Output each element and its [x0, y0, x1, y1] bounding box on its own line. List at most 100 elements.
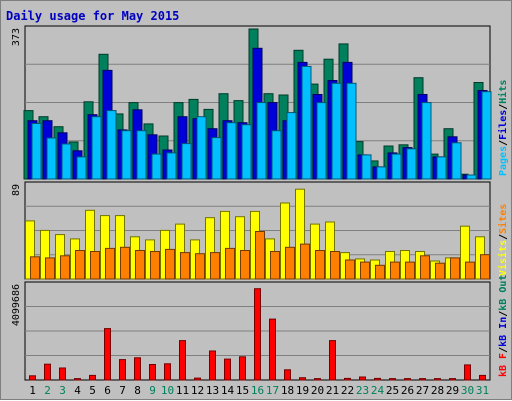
bar-hits-files-pages-s2-day-11: [181, 143, 192, 180]
bar-visits-sites-s1-day-7: [120, 246, 130, 280]
bar-hits-files-pages-s2-day-7: [121, 130, 132, 180]
bar-visits-sites-s1-day-3: [60, 255, 70, 280]
bar-kbf-kbin-kbout-s0-day-10: [164, 363, 171, 381]
bar-kbf-kbin-kbout-s0-day-24: [374, 377, 381, 381]
x-tick-day-7: 7: [119, 384, 126, 397]
legend-entry-hits-files-pages-0: Pages: [498, 146, 509, 176]
bar-visits-sites-s1-day-13: [210, 252, 220, 280]
x-tick-day-24: 24: [371, 384, 385, 397]
bar-hits-files-pages-s2-day-14: [226, 122, 237, 180]
x-tick-day-25: 25: [386, 384, 399, 397]
x-tick-day-1: 1: [29, 384, 36, 397]
x-tick-day-6: 6: [104, 384, 111, 397]
legend-entry-kbf-kbin-kbout-0: kB F: [498, 353, 509, 377]
bar-visits-sites-s1-day-27: [420, 255, 430, 280]
bar-kbf-kbin-kbout-s0-day-30: [464, 364, 471, 381]
legend-entry-hits-files-pages-1: /: [498, 140, 509, 146]
x-tick-day-16: 16: [251, 384, 264, 397]
bar-kbf-kbin-kbout-s0-day-7: [119, 359, 126, 381]
x-tick-day-4: 4: [74, 384, 81, 397]
bar-hits-files-pages-s2-day-6: [106, 110, 117, 180]
bar-hits-files-pages-s2-day-8: [136, 130, 147, 180]
bar-kbf-kbin-kbout-s0-day-21: [329, 340, 336, 381]
bar-kbf-kbin-kbout-s0-day-1: [29, 375, 36, 381]
legend-entry-hits-files-pages-3: /: [498, 104, 509, 110]
bar-kbf-kbin-kbout-s0-day-8: [134, 357, 141, 381]
bar-hits-files-pages-s2-day-13: [211, 137, 222, 180]
bar-hits-files-pages-s2-day-9: [151, 153, 162, 180]
bar-hits-files-pages-s2-day-31: [481, 91, 492, 180]
x-tick-day-30: 30: [461, 384, 474, 397]
bar-kbf-kbin-kbout-s0-day-25: [389, 378, 396, 381]
legend-entry-visits-sites-1: /: [498, 234, 509, 240]
legend-entry-kbf-kbin-kbout-4: kB Out: [498, 275, 509, 311]
x-axis-day-labels: 1 2 3 4 5 6 7 8 9 10 11 12 13 14 15 16 17 18 19 20 21 22 23 24 2…: [29, 384, 489, 397]
bar-kbf-kbin-kbout-s0-day-28: [434, 378, 441, 381]
bar-visits-sites-s1-day-16: [255, 231, 265, 280]
bar-visits-sites-s1-day-10: [165, 248, 175, 280]
x-tick-day-26: 26: [401, 384, 414, 397]
x-tick-day-19: 19: [296, 384, 309, 397]
x-tick-day-31: 31: [476, 384, 489, 397]
legend-visits-sites: Visits/Sites: [497, 204, 509, 276]
bar-kbf-kbin-kbout-s0-day-6: [104, 328, 111, 381]
bar-kbf-kbin-kbout-s0-day-2: [44, 363, 51, 381]
bar-visits-sites-s1-day-2: [45, 257, 55, 280]
bar-visits-sites-s1-day-14: [225, 247, 235, 280]
bar-hits-files-pages-s2-day-21: [331, 82, 342, 180]
bar-hits-files-pages-s2-day-18: [286, 112, 297, 180]
bar-kbf-kbin-kbout-s0-day-14: [224, 358, 231, 381]
bar-visits-sites-s1-day-4: [75, 250, 85, 280]
bar-hits-files-pages-s2-day-12: [196, 116, 207, 180]
bar-visits-sites-s1-day-15: [240, 250, 250, 280]
chart-panels: 373Pages/Files/Hits89Visits/Sites4099686…: [11, 25, 509, 381]
bar-kbf-kbin-kbout-s0-day-31: [479, 374, 486, 381]
bar-kbf-kbin-kbout-s0-day-13: [209, 350, 216, 381]
bar-hits-files-pages-s2-day-28: [436, 156, 447, 180]
legend-entry-kbf-kbin-kbout-1: /: [498, 347, 509, 353]
bar-visits-sites-s1-day-24: [375, 264, 385, 280]
bar-kbf-kbin-kbout-s0-day-9: [149, 364, 156, 381]
x-tick-day-28: 28: [431, 384, 444, 397]
bar-hits-files-pages-s2-day-30: [466, 174, 477, 180]
bar-visits-sites-s1-day-17: [270, 251, 280, 280]
bar-hits-files-pages-s2-day-25: [391, 153, 402, 180]
x-tick-day-22: 22: [341, 384, 354, 397]
bar-visits-sites-s1-day-18: [285, 246, 295, 280]
x-tick-day-3: 3: [59, 384, 66, 397]
bar-visits-sites-s1-day-28: [435, 262, 445, 280]
x-tick-day-2: 2: [44, 384, 51, 397]
bar-kbf-kbin-kbout-s0-day-20: [314, 378, 321, 381]
bar-visits-sites-s1-day-21: [330, 251, 340, 280]
bar-hits-files-pages-s2-day-16: [256, 102, 267, 180]
bar-hits-files-pages-s2-day-24: [376, 166, 387, 180]
bar-hits-files-pages-s2-day-29: [451, 142, 462, 180]
bar-kbf-kbin-kbout-s0-day-29: [449, 378, 456, 381]
bar-kbf-kbin-kbout-s0-day-11: [179, 340, 186, 381]
bar-visits-sites-s1-day-20: [315, 250, 325, 280]
x-tick-day-5: 5: [89, 384, 96, 397]
ymax-label-hits-files-pages: 373: [11, 28, 22, 46]
bar-hits-files-pages-s2-day-5: [91, 116, 102, 180]
x-tick-day-29: 29: [446, 384, 459, 397]
bar-hits-files-pages-s2-day-4: [76, 156, 87, 180]
bar-hits-files-pages-s2-day-27: [421, 102, 432, 180]
bar-hits-files-pages-s2-day-10: [166, 152, 177, 180]
legend-entry-hits-files-pages-2: Files: [497, 110, 509, 140]
bar-kbf-kbin-kbout-s0-day-4: [74, 378, 81, 381]
bar-hits-files-pages-s2-day-17: [271, 130, 282, 180]
x-tick-day-11: 11: [176, 384, 189, 397]
bar-kbf-kbin-kbout-s0-day-19: [299, 377, 306, 381]
bar-kbf-kbin-kbout-s0-day-12: [194, 377, 201, 381]
bar-hits-files-pages-s2-day-3: [61, 143, 72, 180]
x-tick-day-23: 23: [356, 384, 369, 397]
x-tick-day-20: 20: [311, 384, 324, 397]
x-tick-day-10: 10: [161, 384, 174, 397]
bar-visits-sites-s1-day-1: [30, 256, 40, 280]
bar-visits-sites-s1-day-23: [360, 261, 370, 280]
bar-visits-sites-s1-day-19: [300, 243, 310, 280]
bar-visits-sites-s1-day-6: [105, 247, 115, 280]
